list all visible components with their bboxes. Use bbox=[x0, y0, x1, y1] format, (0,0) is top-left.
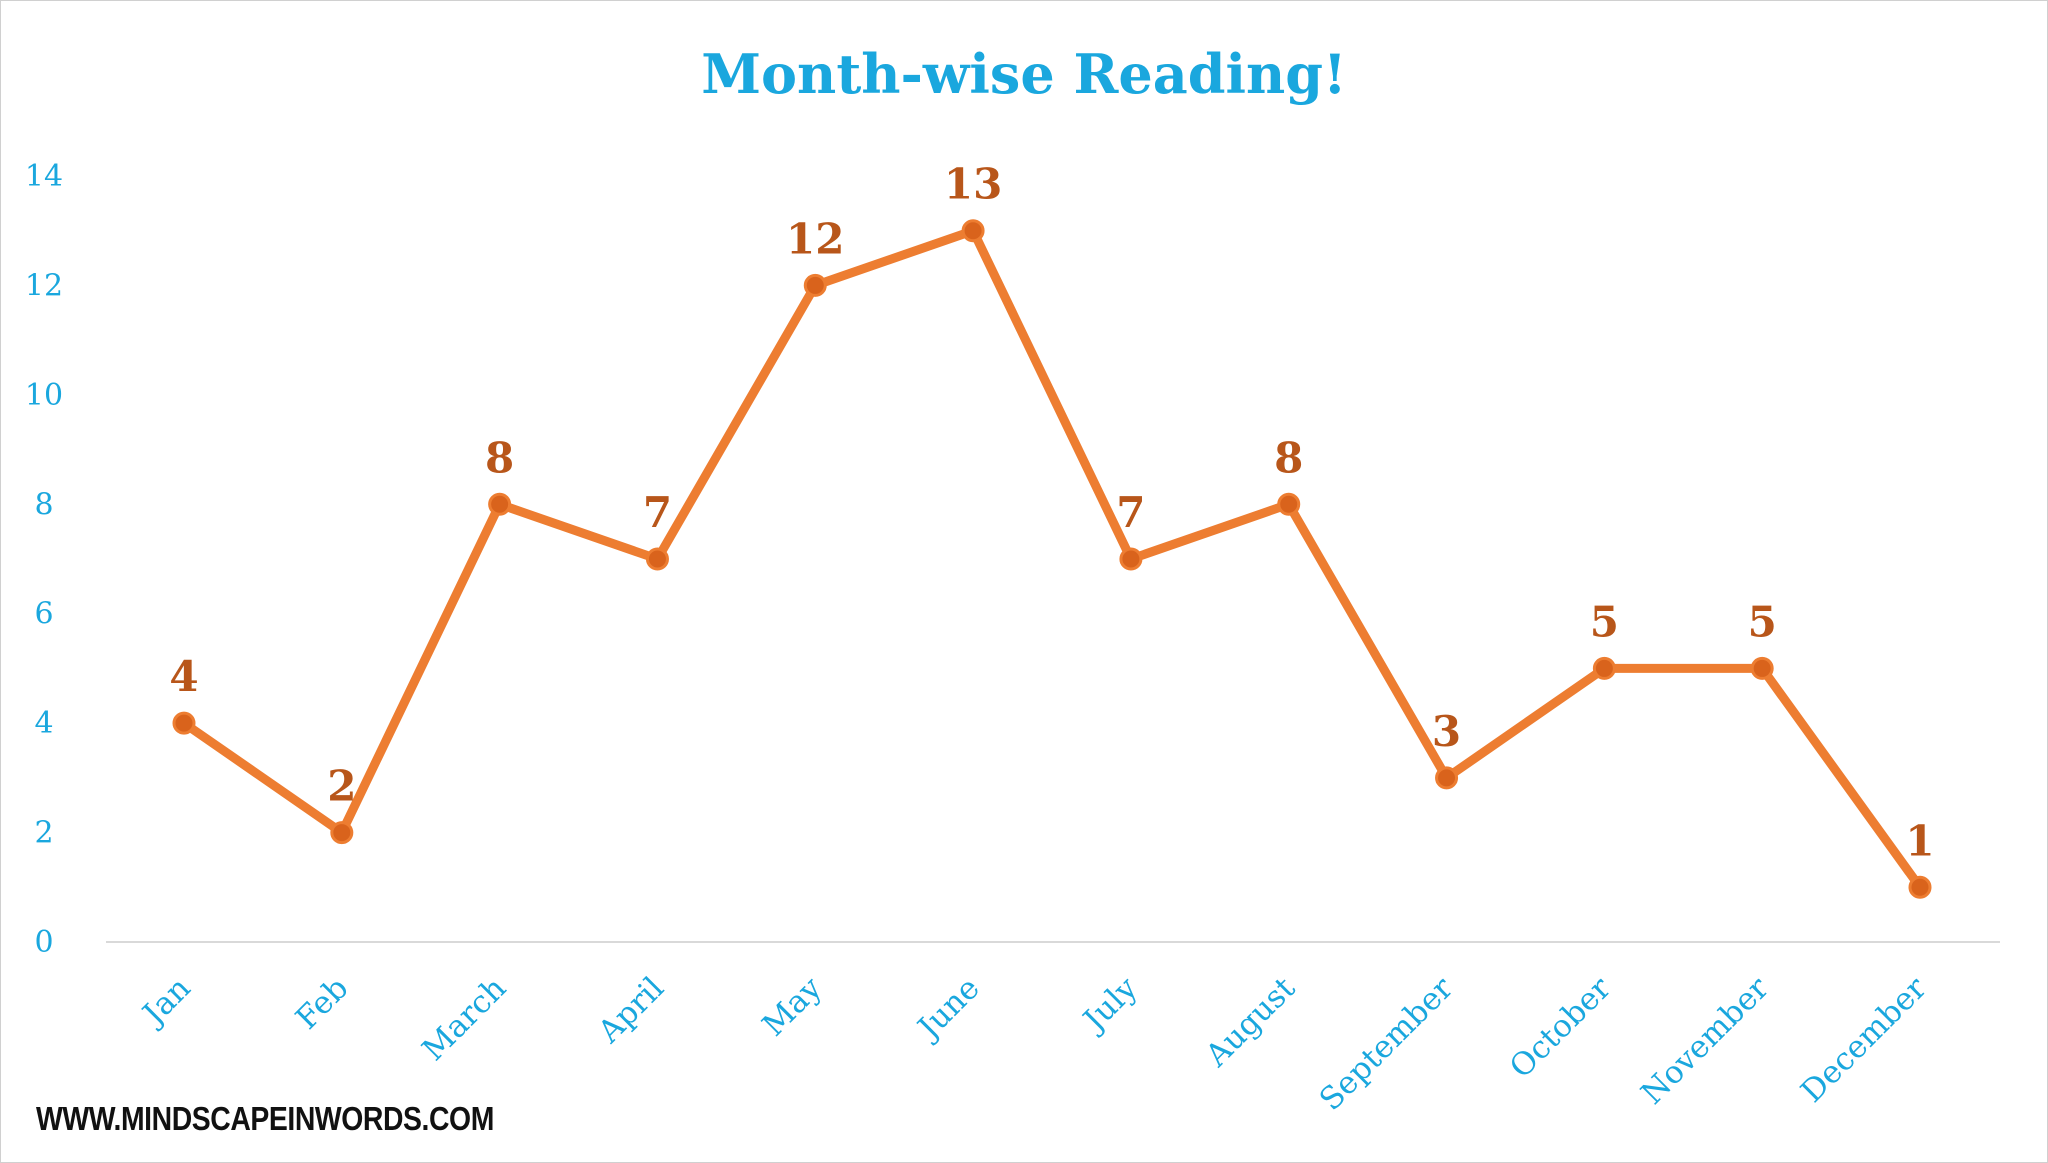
data-label: 5 bbox=[1590, 597, 1619, 646]
data-label: 12 bbox=[786, 214, 844, 263]
data-labels: 4 2 8 7 12 13 7 8 3 5 5 1 bbox=[169, 160, 1934, 866]
x-tick-label: Jan bbox=[134, 970, 198, 1034]
data-label: 3 bbox=[1432, 707, 1461, 756]
x-tick-label: Feb bbox=[289, 970, 355, 1036]
data-point bbox=[803, 273, 827, 297]
y-axis-ticks: 0 2 4 6 8 10 12 14 bbox=[25, 159, 63, 960]
y-tick-label: 2 bbox=[34, 816, 53, 851]
x-tick-label: September bbox=[1313, 970, 1461, 1118]
data-point bbox=[488, 492, 512, 516]
y-tick-label: 8 bbox=[34, 487, 53, 522]
x-tick-label: March bbox=[415, 970, 513, 1068]
data-point bbox=[1908, 875, 1932, 899]
data-label: 7 bbox=[1116, 488, 1145, 537]
x-tick-label: December bbox=[1794, 970, 1934, 1110]
data-point bbox=[330, 821, 354, 845]
data-point bbox=[1592, 656, 1616, 680]
x-tick-label: October bbox=[1503, 970, 1618, 1085]
data-label: 13 bbox=[944, 160, 1002, 209]
data-label: 8 bbox=[485, 433, 514, 482]
data-label: 8 bbox=[1274, 433, 1303, 482]
x-tick-label: August bbox=[1198, 970, 1303, 1075]
chart-title: Month-wise Reading! bbox=[701, 42, 1347, 106]
data-label: 5 bbox=[1748, 597, 1777, 646]
y-tick-label: 12 bbox=[25, 268, 63, 303]
x-tick-label: November bbox=[1634, 970, 1776, 1112]
y-tick-label: 4 bbox=[34, 706, 53, 741]
data-point bbox=[1750, 656, 1774, 680]
x-tick-label: June bbox=[909, 970, 987, 1048]
data-points bbox=[172, 219, 1932, 899]
y-tick-label: 0 bbox=[34, 925, 53, 960]
data-label: 1 bbox=[1905, 816, 1934, 865]
x-tick-label: May bbox=[756, 970, 830, 1044]
y-tick-label: 10 bbox=[25, 378, 63, 413]
data-label: 4 bbox=[169, 652, 198, 701]
x-axis-ticks: Jan Feb March April May June July August Septemb… bbox=[134, 970, 1934, 1118]
data-point bbox=[1119, 547, 1143, 571]
data-point bbox=[1435, 766, 1459, 790]
data-point bbox=[1277, 492, 1301, 516]
series-line bbox=[179, 226, 1925, 892]
data-point bbox=[961, 219, 985, 243]
x-tick-label: July bbox=[1075, 970, 1145, 1040]
data-label: 2 bbox=[327, 762, 356, 811]
y-tick-label: 14 bbox=[25, 159, 63, 194]
y-tick-label: 6 bbox=[34, 597, 53, 632]
x-tick-label: April bbox=[591, 970, 672, 1051]
data-label: 7 bbox=[643, 488, 672, 537]
data-point bbox=[172, 711, 196, 735]
data-point bbox=[645, 547, 669, 571]
website-watermark: WWW.MINDSCAPEINWORDS.COM bbox=[36, 1100, 494, 1137]
